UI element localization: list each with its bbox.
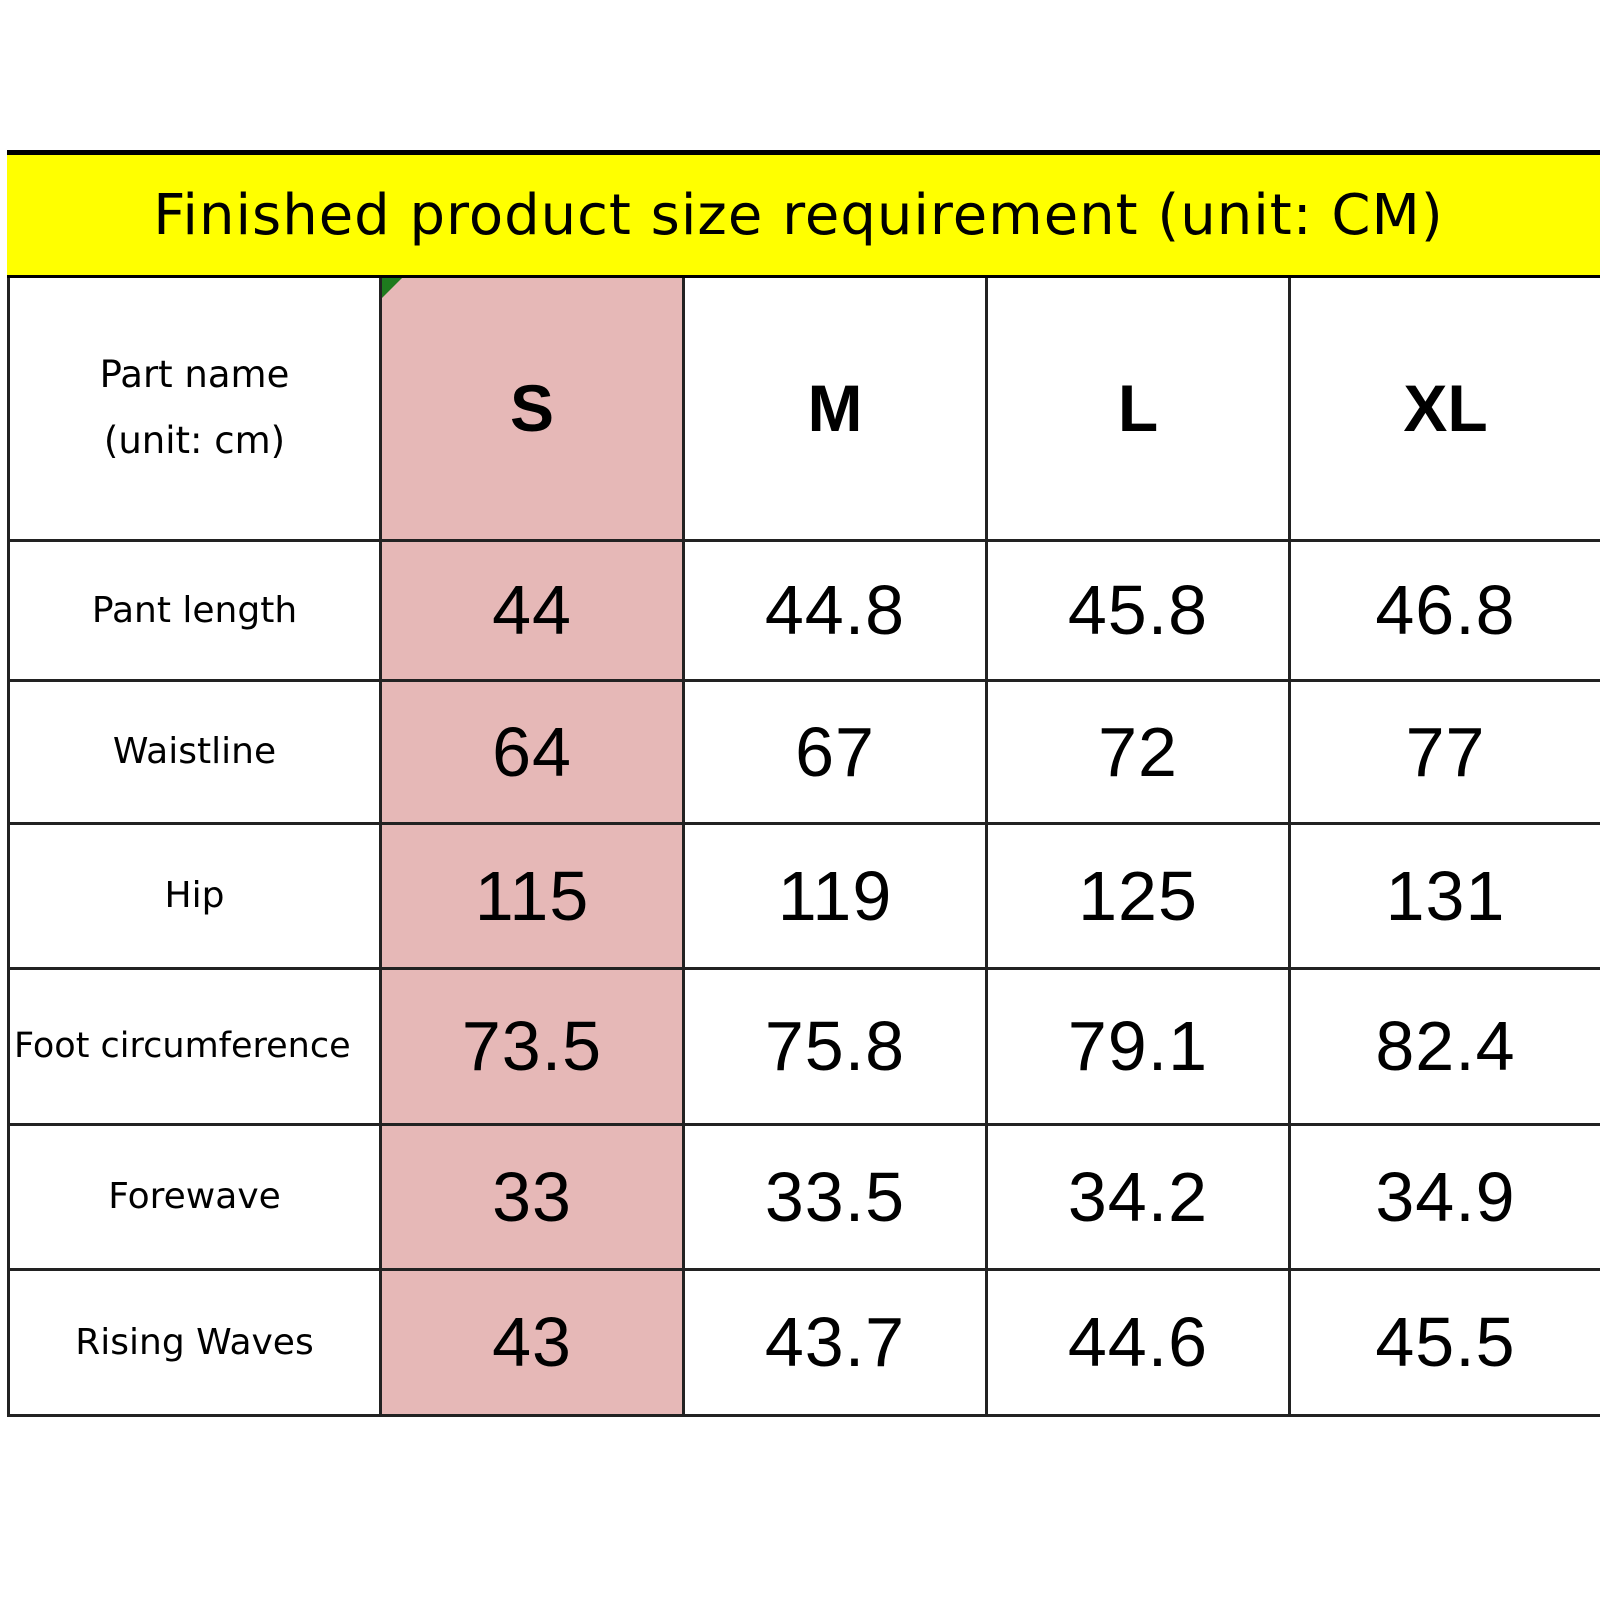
part-name-header-line1: Part name — [99, 353, 290, 397]
value-cell-m: 67 — [682, 678, 988, 825]
row-label: Foot circumference — [7, 966, 382, 1126]
value-cell-l: 45.8 — [985, 538, 1291, 682]
value-cell-m: 44.8 — [682, 538, 988, 682]
value-cell-l: 72 — [985, 678, 1291, 825]
table-row: Foot circumference 73.5 75.8 79.1 82.4 — [7, 966, 1600, 1126]
row-label: Hip — [7, 821, 382, 970]
value-cell-m: 75.8 — [682, 966, 988, 1126]
value-cell-s: 64 — [379, 678, 685, 825]
part-name-header: Part name (unit: cm) — [7, 278, 382, 542]
size-header-s-label: S — [509, 371, 555, 446]
value-cell-m: 43.7 — [682, 1267, 988, 1417]
size-header-xl: XL — [1288, 278, 1600, 542]
row-label: Rising Waves — [7, 1267, 382, 1417]
value-cell-s: 115 — [379, 821, 685, 970]
value-cell-l: 79.1 — [985, 966, 1291, 1126]
value-cell-xl: 34.9 — [1288, 1122, 1600, 1271]
cell-comment-marker-icon — [383, 278, 402, 298]
table-row: Forewave 33 33.5 34.2 34.9 — [7, 1122, 1600, 1271]
value-cell-xl: 77 — [1288, 678, 1600, 825]
value-cell-s: 44 — [379, 538, 685, 682]
chart-title: Finished product size requirement (unit:… — [7, 150, 1600, 278]
size-header-l: L — [985, 278, 1291, 542]
value-cell-s: 73.5 — [379, 966, 685, 1126]
size-table: Part name (unit: cm) S M L XL Pant lengt… — [7, 278, 1600, 1417]
row-label: Forewave — [7, 1122, 382, 1271]
value-cell-l: 125 — [985, 821, 1291, 970]
table-row: Pant length 44 44.8 45.8 46.8 — [7, 538, 1600, 682]
size-header-m: M — [682, 278, 988, 542]
part-name-header-line2: (unit: cm) — [103, 419, 286, 463]
value-cell-s: 43 — [379, 1267, 685, 1417]
table-row: Hip 115 119 125 131 — [7, 821, 1600, 970]
value-cell-l: 34.2 — [985, 1122, 1291, 1271]
value-cell-xl: 131 — [1288, 821, 1600, 970]
value-cell-xl: 82.4 — [1288, 966, 1600, 1126]
size-chart: Finished product size requirement (unit:… — [7, 150, 1600, 1417]
row-label: Waistline — [7, 678, 382, 825]
value-cell-l: 44.6 — [985, 1267, 1291, 1417]
table-row: Rising Waves 43 43.7 44.6 45.5 — [7, 1267, 1600, 1417]
value-cell-m: 119 — [682, 821, 988, 970]
value-cell-xl: 45.5 — [1288, 1267, 1600, 1417]
header-row: Part name (unit: cm) S M L XL — [7, 278, 1600, 542]
value-cell-xl: 46.8 — [1288, 538, 1600, 682]
table-row: Waistline 64 67 72 77 — [7, 678, 1600, 825]
row-label: Pant length — [7, 538, 382, 682]
value-cell-s: 33 — [379, 1122, 685, 1271]
size-header-s: S — [379, 278, 685, 542]
value-cell-m: 33.5 — [682, 1122, 988, 1271]
